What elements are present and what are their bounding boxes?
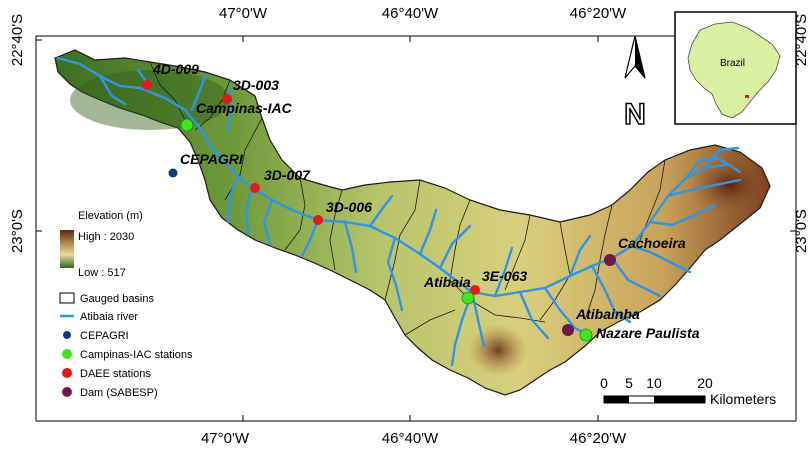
north-letter: N <box>624 98 646 131</box>
station-atibainha-dam-marker[interactable] <box>562 324 574 336</box>
bottom-tick-label-3: 46°20'W <box>570 430 627 447</box>
label-3d-003: 3D-003 <box>233 77 279 93</box>
station-campinas-iac-marker[interactable] <box>180 118 194 132</box>
station-3d-007-marker[interactable] <box>250 183 260 193</box>
map-frame <box>35 35 797 422</box>
legend-swatch-campinas-iac <box>62 349 72 359</box>
label-4d-009: 4D-009 <box>152 61 199 77</box>
legend-label-cepagri: CEPAGRI <box>80 330 129 342</box>
main-river <box>56 56 727 298</box>
inset-brazil-label: Brazil <box>720 58 745 69</box>
station-atibaia-marker[interactable] <box>461 291 475 305</box>
inset-map: Brazil <box>674 11 797 125</box>
legend-label-campinas-iac: Campinas-IAC stations <box>80 349 193 361</box>
label-3e-063: 3E-063 <box>482 268 527 284</box>
station-3d-006-marker[interactable] <box>313 215 323 225</box>
legend-swatch-daee <box>62 368 72 378</box>
scale-label-0: 0 <box>600 375 608 391</box>
station-labels: 4D-009 3D-003 Campinas-IAC CEPAGRI 3D-00… <box>152 61 700 341</box>
scale-label-10: 10 <box>646 375 662 391</box>
legend-label-dam: Dam (SABESP) <box>80 387 158 399</box>
top-tick-label-3: 46°20'W <box>570 5 627 22</box>
atibaia-river-network <box>56 56 742 367</box>
label-3d-006: 3D-006 <box>326 199 372 215</box>
station-cepagri-marker[interactable] <box>168 168 178 178</box>
atibaia-basin <box>54 49 772 396</box>
station-4d-009-marker[interactable] <box>142 80 152 90</box>
legend-label-river: Atibaia river <box>80 311 138 323</box>
top-tick-label-1: 47°0'W <box>219 5 268 22</box>
right-tick-label-2: 23°0'S <box>793 209 809 253</box>
station-3e-063-marker[interactable] <box>470 285 480 295</box>
bottom-tick-label-2: 46°40'W <box>382 430 439 447</box>
station-nazare-paulista-marker[interactable] <box>579 328 593 342</box>
inset-study-area-marker <box>745 95 749 98</box>
feature-legend: Gauged basins Atibaia river CEPAGRI Camp… <box>59 292 193 399</box>
label-campinas-iac: Campinas-IAC <box>196 100 293 116</box>
ne-highland <box>688 153 772 217</box>
elevation-title: Elevation (m) <box>78 210 143 222</box>
label-nazare-paulista: Nazare Paulista <box>596 325 700 341</box>
label-cachoeira: Cachoeira <box>618 235 686 251</box>
elevation-low: Low : 517 <box>78 267 126 279</box>
north-arrow: N <box>623 35 647 132</box>
legend-swatch-dam <box>62 387 72 397</box>
top-tick-label-2: 46°40'W <box>382 5 439 22</box>
scale-unit: Kilometers <box>710 391 776 407</box>
station-markers <box>142 80 616 342</box>
legend-label-daee: DAEE stations <box>80 368 151 380</box>
scale-label-5: 5 <box>625 375 633 391</box>
s-highland <box>468 324 528 376</box>
bottom-tick-label-1: 47°0'W <box>201 430 250 447</box>
legend-swatch-cepagri <box>63 331 71 339</box>
elevation-high: High : 2030 <box>78 231 134 243</box>
station-3d-003-marker[interactable] <box>222 94 232 104</box>
label-atibaia: Atibaia <box>423 274 471 290</box>
label-3d-007: 3D-007 <box>264 167 311 183</box>
legend-swatch-gauged-basins <box>59 292 75 304</box>
left-tick-label-1: 22°40'S <box>9 14 26 66</box>
label-cepagri: CEPAGRI <box>180 151 244 167</box>
left-tick-label-2: 23°0'S <box>9 209 26 253</box>
elevation-ramp <box>60 230 74 268</box>
scale-label-20: 20 <box>697 375 713 391</box>
station-cachoeira-dam-marker[interactable] <box>604 254 616 266</box>
brazil-shape <box>687 21 781 119</box>
legend-label-gauged-basins: Gauged basins <box>80 293 154 305</box>
right-tick-label-1: 22°40'S <box>793 14 809 66</box>
basin-terrain <box>54 49 771 396</box>
elevation-legend: Elevation (m) High : 2030 Low : 517 <box>60 210 143 279</box>
label-atibainha: Atibainha <box>575 306 640 322</box>
scale-bar: 0 5 10 20 Kilometers <box>600 375 776 407</box>
